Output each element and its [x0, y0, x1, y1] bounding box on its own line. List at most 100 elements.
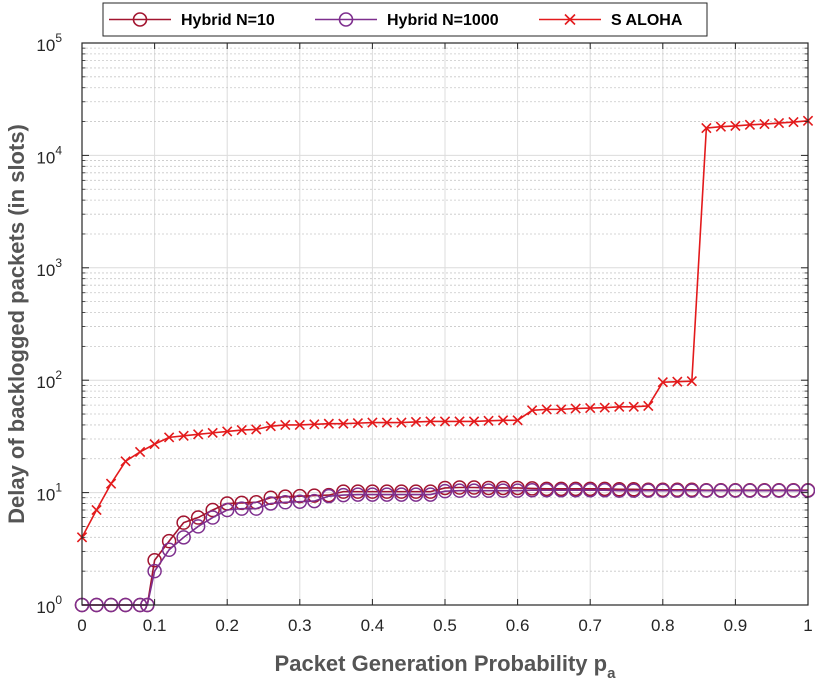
data-point — [190, 510, 206, 525]
data-point — [672, 376, 683, 387]
x-axis-title-main: Packet Generation Probability p — [275, 651, 608, 676]
x-tick-label: 0.6 — [506, 616, 530, 635]
data-point — [555, 404, 567, 415]
data-point — [526, 405, 538, 416]
data-point — [307, 493, 322, 509]
data-point — [423, 487, 438, 502]
data-point — [278, 495, 293, 510]
data-point — [205, 510, 220, 525]
legend: Hybrid N=10 Hybrid N=1000 S ALOHA — [102, 2, 708, 37]
data-point — [323, 418, 335, 429]
data-point — [265, 420, 276, 432]
y-tick-label: 101 — [36, 481, 62, 505]
data-point — [468, 416, 480, 427]
data-point — [234, 501, 249, 516]
data-point — [759, 118, 770, 130]
data-point — [715, 121, 727, 132]
data-point — [454, 416, 465, 427]
legend-box — [102, 2, 708, 37]
data-point — [163, 432, 175, 443]
y-tick-labels: 100 101 102 103 104 105 — [36, 31, 62, 617]
data-point — [321, 488, 337, 504]
data-point — [614, 401, 625, 412]
data-point — [381, 417, 393, 428]
data-point — [336, 487, 351, 503]
data-point — [222, 426, 233, 437]
data-point — [553, 482, 569, 498]
data-point — [439, 416, 451, 427]
data-point — [292, 488, 308, 504]
data-point — [336, 484, 351, 499]
x-tick-label: 0.1 — [143, 616, 167, 635]
x-tick-label: 0.4 — [361, 616, 385, 635]
y-tick-label: 103 — [36, 256, 62, 280]
x-tick-label: 0.5 — [433, 616, 457, 635]
data-point — [773, 117, 785, 129]
data-point — [452, 483, 467, 498]
data-point — [611, 483, 627, 498]
data-point — [713, 483, 729, 498]
data-point — [684, 483, 700, 498]
legend-marker-hybrid-n1000 — [338, 12, 354, 27]
x-tick-label: 0.2 — [215, 616, 239, 635]
data-point — [292, 494, 308, 509]
data-point — [178, 430, 189, 441]
data-point — [161, 542, 177, 558]
data-point — [134, 446, 146, 458]
legend-label-s-aloha: S ALOHA — [611, 12, 683, 29]
data-point — [626, 483, 642, 498]
data-point — [599, 402, 610, 413]
data-point — [278, 489, 293, 504]
data-point — [176, 530, 191, 545]
data-point — [176, 515, 191, 530]
legend-marker-s-aloha — [564, 13, 576, 26]
data-point — [248, 501, 264, 516]
data-point — [670, 483, 685, 498]
data-point — [655, 483, 671, 498]
data-point — [367, 417, 378, 428]
legend-label-hybrid-n10: Hybrid N=10 — [181, 12, 275, 29]
data-point — [410, 416, 422, 428]
data-point — [539, 482, 554, 498]
x-axis-title-subscript: a — [607, 665, 616, 682]
legend-label-hybrid-n1000: Hybrid N=1000 — [387, 12, 499, 29]
data-point — [365, 487, 380, 502]
data-point — [641, 483, 656, 498]
data-point — [91, 504, 102, 516]
x-tick-label: 0.7 — [578, 616, 602, 635]
data-point — [495, 483, 511, 498]
data-point — [582, 482, 598, 498]
data-point — [597, 482, 612, 498]
grid — [82, 43, 808, 605]
x-tick-label: 0.9 — [724, 616, 748, 635]
data-point — [425, 416, 436, 427]
series-line — [82, 486, 808, 606]
y-axis-title: Delay of backlogged packets (in slots) — [4, 124, 29, 524]
data-point — [396, 417, 407, 428]
data-point — [628, 401, 639, 412]
data-point — [190, 519, 206, 534]
y-tick-label: 104 — [36, 143, 62, 167]
data-point — [263, 496, 279, 511]
x-tick-label: 0.3 — [288, 616, 312, 635]
data-point — [643, 400, 654, 412]
data-point — [730, 120, 741, 132]
data-point — [161, 533, 177, 549]
data-point — [701, 122, 712, 134]
data-point — [541, 404, 552, 415]
data-point — [771, 483, 787, 498]
data-point — [207, 427, 218, 439]
data-point — [512, 415, 523, 426]
data-point — [742, 483, 758, 498]
data-point — [744, 119, 756, 131]
y-tick-label: 102 — [36, 368, 62, 392]
data-point — [105, 478, 117, 489]
data-point — [728, 483, 743, 498]
ticks — [81, 42, 809, 606]
data-point — [394, 487, 409, 502]
data-point — [149, 438, 160, 450]
data-point — [686, 376, 698, 387]
data-point — [307, 488, 322, 503]
data-point — [309, 419, 320, 430]
y-tick-label: 100 — [36, 593, 62, 617]
